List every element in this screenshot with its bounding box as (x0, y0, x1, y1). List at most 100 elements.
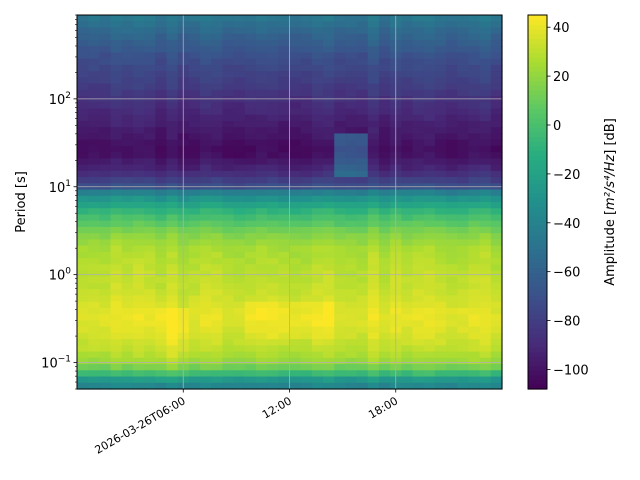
heatmap-cell (255, 283, 268, 290)
heatmap-cell (211, 364, 223, 371)
heatmap-cell (311, 108, 324, 116)
heatmap-cell (446, 52, 458, 60)
heatmap-cell (401, 145, 414, 153)
colorbar-tick-label: −60 (553, 266, 580, 281)
heatmap-cell (144, 301, 156, 309)
heatmap-cell (479, 152, 492, 159)
heatmap-cell (132, 64, 145, 72)
heatmap-cell (267, 332, 279, 340)
heatmap-cell (289, 208, 302, 216)
heatmap-cell (166, 276, 179, 284)
heatmap-cell (378, 233, 391, 240)
heatmap-cell (311, 214, 324, 222)
heatmap-cell (468, 21, 481, 29)
heatmap-cell (233, 258, 246, 265)
heatmap-cell (490, 189, 503, 197)
colorbar-segment (528, 216, 547, 222)
heatmap-cell (244, 120, 257, 128)
heatmap-cell (222, 283, 235, 290)
heatmap-cell (490, 114, 503, 122)
heatmap-cell (468, 370, 481, 378)
heatmap-cell (155, 15, 168, 22)
heatmap-cell (132, 382, 145, 390)
heatmap-cell (479, 139, 492, 147)
heatmap-cell (468, 351, 481, 359)
heatmap-cell (423, 351, 436, 359)
heatmap-cell (334, 301, 347, 309)
heatmap-cell (88, 195, 100, 203)
heatmap-cell (88, 96, 100, 103)
heatmap-cell (345, 33, 358, 41)
heatmap-cell (446, 295, 458, 303)
heatmap-cell (345, 345, 358, 353)
heatmap-cell (490, 226, 503, 234)
heatmap-cell (311, 202, 324, 209)
heatmap-cell (267, 96, 279, 103)
heatmap-cell (155, 364, 168, 371)
heatmap-cell (77, 46, 89, 53)
heatmap-cell (434, 301, 447, 309)
heatmap-cell (222, 139, 235, 147)
heatmap-cell (356, 233, 369, 240)
heatmap-cell (121, 120, 134, 128)
heatmap-cell (434, 164, 447, 172)
heatmap-cell (200, 170, 212, 178)
heatmap-cell (423, 21, 436, 29)
heatmap-cell (188, 15, 201, 22)
heatmap-cell (144, 295, 156, 303)
heatmap-cell (490, 245, 503, 253)
heatmap-cell (490, 351, 503, 359)
colorbar-segment (528, 57, 547, 63)
heatmap-cell (446, 33, 458, 41)
heatmap-cell (278, 195, 291, 203)
heatmap-cell (490, 15, 503, 22)
heatmap-cell (468, 345, 481, 353)
heatmap-cell (255, 202, 268, 209)
heatmap-cell (255, 264, 268, 272)
heatmap-cell (166, 152, 179, 159)
heatmap-cell (200, 189, 212, 197)
heatmap-cell (345, 133, 358, 141)
heatmap-cell (423, 339, 436, 346)
heatmap-cell (233, 71, 246, 78)
heatmap-cell (188, 251, 201, 259)
heatmap-cell (289, 283, 302, 290)
heatmap-cell (166, 370, 179, 378)
heatmap-cell (144, 202, 156, 209)
heatmap-cell (434, 15, 447, 22)
heatmap-cell (211, 33, 223, 41)
heatmap-cell (144, 195, 156, 203)
heatmap-cell (401, 226, 414, 234)
heatmap-cell (166, 376, 179, 384)
heatmap-cell (468, 245, 481, 253)
heatmap-cell (166, 289, 179, 297)
heatmap-cell (244, 33, 257, 41)
heatmap-cell (434, 270, 447, 278)
heatmap-cell (278, 21, 291, 29)
heatmap-cell (121, 64, 134, 72)
heatmap-cell (434, 314, 447, 322)
heatmap-cell (222, 320, 235, 328)
heatmap-cell (88, 382, 100, 390)
heatmap-cell (289, 15, 302, 22)
heatmap-cell (323, 152, 335, 159)
heatmap-cell (345, 226, 358, 234)
heatmap-cell (166, 326, 179, 334)
heatmap-cell (244, 96, 257, 103)
y-axis-label: Period [s] (14, 171, 29, 233)
heatmap-cell (132, 139, 145, 147)
heatmap-cell (200, 208, 212, 216)
heatmap-cell (144, 96, 156, 103)
heatmap-cell (345, 364, 358, 371)
heatmap-cell (345, 46, 358, 53)
heatmap-cell (378, 127, 391, 135)
heatmap-cell (110, 295, 123, 303)
heatmap-cell (479, 21, 492, 29)
heatmap-cell (244, 283, 257, 290)
heatmap-cell (132, 71, 145, 78)
heatmap-cell (244, 289, 257, 297)
heatmap-cell (222, 258, 235, 265)
heatmap-cell (121, 220, 134, 228)
heatmap-cell (77, 351, 89, 359)
